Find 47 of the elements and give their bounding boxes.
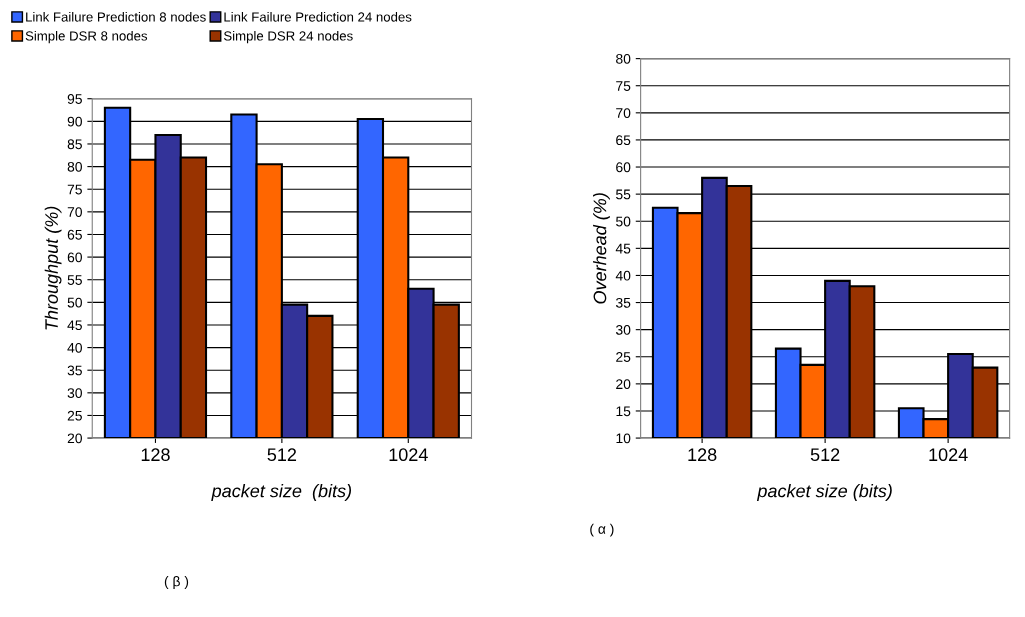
y-tick-label: 75 xyxy=(67,184,82,195)
x-axis-title: packet size (bits) xyxy=(211,484,352,501)
y-tick-label: 45 xyxy=(67,320,82,331)
y-tick-label: 85 xyxy=(67,139,82,150)
y-tick-label: 35 xyxy=(615,297,631,308)
y-tick-label: 65 xyxy=(616,135,631,146)
y-tick-label: 55 xyxy=(67,275,82,285)
y-tick-label: 55 xyxy=(616,189,631,200)
legend-label: Link Failure Prediction 8 nodes xyxy=(26,11,206,22)
text: ( β ) xyxy=(164,576,189,590)
x-tick-label: 512 xyxy=(810,448,840,462)
y-tick-label: 95 xyxy=(67,94,82,104)
y-tick-label: 20 xyxy=(616,379,631,390)
y-tick-label: 70 xyxy=(616,108,631,118)
y-tick-label: 80 xyxy=(616,53,631,64)
x-tick-label: 128 xyxy=(141,448,170,462)
y-tick-label: 20 xyxy=(67,433,82,444)
y-tick-label: 60 xyxy=(67,252,82,263)
y-tick-label: 65 xyxy=(67,229,82,240)
x-tick-label: 128 xyxy=(688,448,717,462)
y-tick-label: 35 xyxy=(67,365,82,376)
y-tick-label: 90 xyxy=(67,116,82,127)
y-tick-label: 30 xyxy=(615,324,631,335)
legend-label: Simple DSR 24 nodes xyxy=(223,30,353,44)
x-axis-title: packet size (bits) xyxy=(756,484,892,501)
y-axis-title: Overhead (%) xyxy=(593,193,610,304)
y-tick-label: 10 xyxy=(616,433,631,444)
legend-label: Link Failure Prediction 24 nodes xyxy=(224,11,412,22)
y-tick-label: 50 xyxy=(616,216,631,227)
legend-label: Simple DSR 8 nodes xyxy=(25,30,148,44)
y-tick-label: 50 xyxy=(67,297,82,308)
x-tick-label: 1024 xyxy=(929,448,968,462)
y-tick-label: 60 xyxy=(616,162,631,173)
x-tick-label: 1024 xyxy=(389,448,428,462)
y-tick-label: 25 xyxy=(67,410,82,421)
y-tick-label: 15 xyxy=(616,406,631,417)
y-tick-label: 70 xyxy=(67,207,82,218)
y-tick-label: 30 xyxy=(67,388,82,398)
y-axis-title: Throughput (%) xyxy=(44,206,62,330)
y-tick-label: 80 xyxy=(67,161,82,172)
y-tick-label: 25 xyxy=(616,352,631,362)
x-tick-label: 512 xyxy=(267,448,297,462)
text: ( α ) xyxy=(590,523,614,537)
y-tick-label: 40 xyxy=(67,342,82,353)
y-tick-label: 40 xyxy=(615,270,631,281)
y-tick-label: 45 xyxy=(615,243,631,254)
y-tick-label: 75 xyxy=(616,81,631,91)
